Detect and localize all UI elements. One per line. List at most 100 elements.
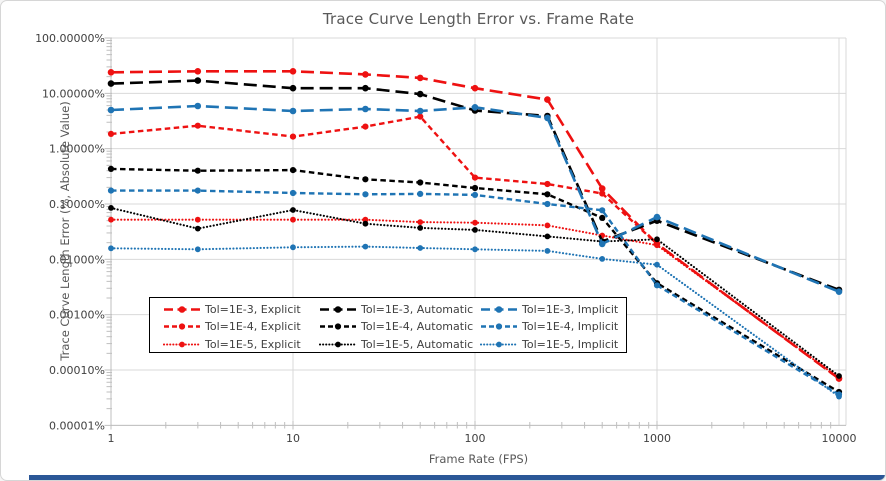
legend-item-tol-1e-5-explicit: Tol=1E-5, Explicit [163,336,301,352]
series-line-tol-1e-4-automatic [110,167,840,394]
data-point-tol-1e-5-implicit [544,248,551,254]
data-point-tol-1e-3-explicit [416,74,424,82]
data-point-tol-1e-5-automatic [290,207,296,213]
data-point-tol-1e-3-explicit [544,96,551,103]
data-point-tol-1e-3-implicit [471,104,479,111]
data-point-tol-1e-5-automatic [836,373,842,379]
series-line-tol-1e-3-automatic [110,79,840,292]
data-point-tol-1e-3-explicit [194,68,202,75]
data-point-tol-1e-4-automatic [362,176,369,183]
data-point-tol-1e-4-automatic [289,167,297,174]
data-point-tol-1e-3-explicit [362,71,369,78]
gridlines [110,37,847,426]
data-point-tol-1e-4-explicit [194,122,201,129]
data-point-tol-1e-5-implicit [417,245,424,251]
legend-marker [495,305,503,313]
data-point-tol-1e-4-automatic [194,167,201,174]
series-tol-1e-5-automatic [108,205,842,379]
y-tick-label: 0.10000% [49,198,105,211]
data-point-tol-1e-4-explicit [599,190,606,197]
legend-line-sample [320,323,356,330]
y-tick-label: 0.01000% [49,253,105,266]
legend-marker [334,323,342,330]
data-point-tol-1e-5-explicit [362,216,369,223]
data-point-tol-1e-4-implicit [289,189,297,197]
y-tick-label: 10.00000% [42,87,105,100]
x-tick-label: 1 [108,432,115,445]
data-point-tol-1e-5-explicit [472,219,478,226]
data-point-tol-1e-4-implicit [544,200,551,208]
legend-label: Tol=1E-3, Implicit [522,302,619,316]
legend-line-sample [320,305,356,313]
legend-line-sample [163,341,201,347]
legend-item-tol-1e-3-automatic: Tol=1E-3, Automatic [319,301,473,317]
legend-label: Tol=1E-3, Automatic [361,302,474,316]
data-point-tol-1e-4-implicit [471,191,479,198]
data-point-tol-1e-5-implicit [654,261,660,268]
legend-line-sample [164,305,200,313]
data-point-tol-1e-4-explicit [544,180,551,188]
data-point-tol-1e-4-explicit [107,130,115,137]
legend-label: Tol=1E-4, Automatic [361,320,474,333]
data-point-tol-1e-5-automatic [654,236,660,243]
data-point-tol-1e-5-explicit [290,216,296,223]
data-point-tol-1e-3-implicit [653,213,661,221]
data-point-tol-1e-3-explicit [598,185,606,192]
data-point-tol-1e-5-explicit [108,216,114,223]
legend-marker [495,323,503,330]
x-tick-label: 1000 [643,432,671,445]
series-tol-1e-4-explicit [107,113,843,382]
legend-box: Tol=1E-3, Explicit Tol=1E-4, Explicit Tol=… [149,297,627,353]
data-point-tol-1e-4-explicit [417,113,424,120]
legend-label: Tol=1E-4, Explicit [205,320,301,333]
series-tol-1e-4-automatic [107,165,843,396]
data-point-tol-1e-3-automatic [416,90,424,98]
data-point-tol-1e-4-implicit [107,187,115,194]
data-point-tol-1e-5-implicit [108,245,114,252]
y-tick-label: 100.00000% [35,32,105,45]
data-point-tol-1e-5-implicit [472,246,478,253]
y-tick-label: 0.00010% [49,364,105,377]
data-point-tol-1e-4-implicit [362,191,369,198]
data-point-tol-1e-3-implicit [289,107,297,115]
x-tick-label: 100 [465,432,486,445]
data-point-tol-1e-5-implicit [836,393,842,400]
data-point-tol-1e-3-implicit [362,105,369,113]
data-point-tol-1e-4-implicit [194,187,201,194]
legend-label: Tol=1E-5, Implicit [522,337,619,351]
data-point-tol-1e-5-explicit [417,219,424,226]
data-point-tol-1e-3-explicit [471,84,479,92]
data-point-tol-1e-5-automatic [417,225,424,231]
legend-label: Tol=1E-3, Explicit [205,302,301,316]
legend-line-sample [164,323,200,330]
series-tol-1e-3-implicit [107,102,843,296]
y-tick-label: 0.00001% [49,419,105,432]
legend-marker [335,341,341,347]
series-line-tol-1e-3-implicit [110,104,840,293]
y-axis-title: Trace Curve Length Error (%, Absolute Va… [58,101,72,361]
data-point-tol-1e-3-implicit [107,106,115,114]
legend-item-tol-1e-3-implicit: Tol=1E-3, Implicit [480,301,618,317]
x-tick-label: 10000 [822,432,857,445]
series-line-tol-1e-4-implicit [111,189,840,396]
axis-ticks [104,37,832,430]
legend-line-sample [481,323,517,330]
legend-line-sample [480,341,518,347]
x-tick-label: 10 [286,432,300,445]
data-point-tol-1e-4-automatic [107,165,115,172]
legend-item-tol-1e-4-implicit: Tol=1E-4, Implicit [480,319,618,335]
series-line-tol-1e-5-explicit [109,218,841,379]
legend-marker [496,341,502,347]
data-point-tol-1e-4-explicit [289,133,297,140]
data-point-tol-1e-5-implicit [362,243,369,250]
legend-label: Tol=1E-5, Automatic [361,337,474,351]
series-tol-1e-5-implicit [108,243,842,400]
legend-marker [178,305,186,313]
y-tick-label: 1.00000% [49,143,105,156]
chart-title: Trace Curve Length Error vs. Frame Rate [322,10,635,28]
data-point-tol-1e-4-automatic [417,179,424,186]
y-tick-label: 0.00100% [49,309,105,322]
data-point-tol-1e-4-explicit [362,123,369,130]
